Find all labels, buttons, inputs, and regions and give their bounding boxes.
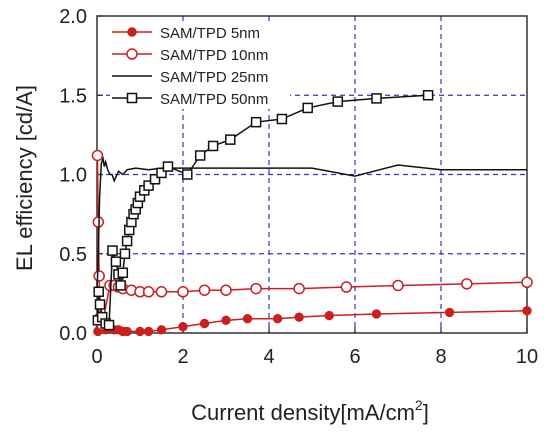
data-point [110, 256, 122, 267]
legend-item: SAM/TPD 50nm [110, 87, 290, 109]
legend-text-bg [158, 65, 290, 87]
data-point [225, 134, 236, 145]
legend-item: SAM/TPD 10nm [110, 43, 290, 65]
data-point [149, 174, 161, 185]
data-point [276, 113, 288, 125]
legend-item: SAM/TPD 25nm [110, 65, 290, 87]
data-point [162, 161, 174, 172]
legend-label: SAM/TPD 5nm [160, 25, 260, 42]
legend-label: SAM/TPD 25nm [160, 69, 268, 86]
data-point [94, 299, 106, 310]
data-point [250, 282, 262, 295]
legend-swatch-marker [127, 27, 137, 37]
y-axis-label: EL efficiency [cd/A] [12, 85, 37, 271]
series-line [96, 155, 527, 294]
legend-label: SAM/TPD 50nm [160, 91, 268, 108]
data-point [198, 284, 211, 296]
x-axis-label-end: ] [423, 400, 429, 425]
data-point [332, 96, 344, 107]
x-axis-label-main: Current density[mA/cm [191, 400, 415, 425]
data-point [93, 286, 104, 298]
data-point [143, 326, 154, 337]
data-point [294, 312, 304, 322]
legend-label: SAM/TPD 10nm [160, 47, 268, 64]
data-point [220, 284, 232, 296]
data-point [178, 321, 188, 332]
data-point [293, 282, 305, 295]
x-tick-label: 10 [516, 346, 538, 368]
data-point [272, 314, 283, 324]
legend-text-bg [158, 21, 290, 43]
x-tick-label: 4 [263, 346, 274, 368]
data-point [103, 319, 115, 331]
data-point [135, 326, 145, 337]
data-point [371, 309, 382, 319]
data-point [444, 307, 455, 318]
data-point [155, 286, 168, 298]
data-point [142, 286, 155, 298]
data-point [194, 150, 206, 161]
data-point [522, 306, 532, 316]
x-tick-label: 0 [91, 346, 102, 368]
data-point [93, 270, 105, 282]
data-point [122, 326, 132, 337]
series-1 [93, 306, 532, 337]
legend-item: SAM/TPD 5nm [110, 21, 290, 43]
data-point [392, 279, 404, 292]
data-point [119, 248, 131, 259]
data-point [107, 245, 118, 256]
data-point [250, 116, 262, 128]
series-4 [92, 90, 434, 331]
data-point [371, 93, 382, 104]
data-point [177, 286, 189, 298]
data-point [121, 235, 133, 247]
legend-swatch-marker [126, 92, 138, 104]
x-tick-label: 6 [349, 346, 360, 368]
series-group [91, 90, 533, 337]
data-point [521, 276, 533, 289]
y-tick-label: 2.0 [59, 6, 87, 28]
data-point [302, 102, 313, 114]
data-point [117, 267, 129, 279]
data-point [340, 281, 353, 293]
y-tick-label: 0.5 [59, 244, 87, 266]
legend-swatch-marker [126, 48, 138, 60]
x-tick-label: 2 [177, 346, 188, 368]
data-point [207, 140, 219, 152]
data-point [422, 90, 434, 101]
y-tick-label: 1.5 [59, 85, 87, 107]
data-point [242, 314, 253, 324]
data-point [324, 310, 334, 321]
data-point [182, 169, 193, 180]
series-3 [96, 155, 527, 294]
x-axis-label-sup: 2 [415, 397, 423, 413]
y-tick-label: 1.0 [59, 165, 87, 187]
data-point [461, 278, 473, 290]
legend-text-bg [158, 43, 290, 65]
x-axis-label: Current density[mA/cm2] [191, 397, 429, 425]
y-tick-label: 0.0 [59, 323, 87, 345]
data-point [91, 149, 104, 162]
data-point [143, 180, 154, 191]
data-point [221, 315, 231, 326]
data-point [156, 167, 167, 179]
data-point [156, 325, 167, 335]
grid [97, 16, 527, 333]
x-tick-label: 8 [435, 346, 446, 368]
data-point [115, 280, 126, 291]
legend: SAM/TPD 5nm SAM/TPD 10nm SAM/TPD 25nm SAM/T… [110, 21, 290, 109]
legend-text-bg [158, 87, 290, 109]
data-point [199, 318, 210, 329]
series-line [96, 155, 528, 326]
